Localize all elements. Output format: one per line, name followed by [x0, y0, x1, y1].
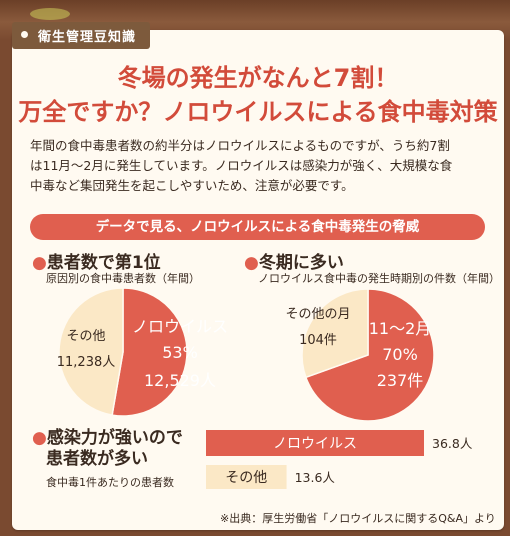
patients-pie-slice-0 — [111, 287, 188, 417]
bullet-dot-icon: ● — [32, 253, 47, 273]
source-note: ※出典：厚生労働省「ノロウイルスに関するQ&A」より — [220, 512, 496, 525]
infectious-bar-1 — [206, 465, 287, 489]
infectious-title-line-1: 感染力が強いので — [46, 428, 183, 448]
patients-slice-label-0-0: ノロウイルス — [132, 317, 228, 336]
intro-line: 年間の食中毒患者数の約半分はノロウイルスによるものですが、うち約7割 — [30, 138, 450, 153]
patients-title-text: 患者数で第1位 — [46, 253, 161, 273]
bullet-dot-icon: ● — [244, 253, 259, 273]
data-banner: データで見る、ノロウイルスによる食中毒発生の脅威 — [30, 214, 485, 240]
infectious-bar-category-0: ノロウイルス — [273, 436, 357, 452]
winter-slice-label-0-0: 11〜2月 — [369, 319, 432, 338]
patients-section-subtitle: 原因別の食中毒患者数（年間） — [46, 272, 200, 285]
infectious-section-subtitle: 食中毒1件あたりの患者数 — [46, 476, 174, 489]
patients-slice-label-0-1: 53% — [162, 343, 198, 362]
winter-title-text: 冬期に多い — [258, 253, 344, 273]
bullet-dot-icon: ● — [32, 428, 47, 448]
winter-section-subtitle: ノロウイルス食中毒の発生時期別の件数（年間） — [258, 272, 500, 285]
intro-line: は11月〜2月に発生しています。ノロウイルスは感染力が強く、大規模な食 — [30, 158, 453, 173]
infectious-title-line-2: 患者数が多い — [46, 449, 148, 469]
patients-slice-label-1-0: その他 — [66, 329, 105, 344]
intro-line: 中毒など集団発生を起こしやすいため、注意が必要です。 — [30, 178, 354, 193]
headline-line-2: 万全ですか？ノロウイルスによる食中毒対策 — [18, 98, 498, 126]
patients-pie-slice-1 — [58, 287, 124, 416]
winter-slice-label-0-1: 70% — [382, 345, 418, 364]
winter-section-title: ●冬期に多い — [244, 248, 344, 273]
winter-slice-label-1-0: その他の月 — [285, 307, 350, 322]
infectious-bar-0 — [206, 430, 424, 456]
winter-pie-slice-0 — [304, 288, 435, 422]
infectious-bar-category-1: その他 — [225, 470, 267, 486]
winter-pie-slice-1 — [301, 288, 369, 379]
winter-slice-label-1-1: 104件 — [299, 333, 337, 348]
infectious-bar-value-0: 36.8人 — [432, 436, 473, 451]
infectious-section-title: ●感染力が強いので 患者数が多い — [32, 428, 183, 470]
patients-section-title: ●患者数で第1位 — [32, 248, 161, 273]
winter-slice-label-0-2: 237件 — [377, 371, 424, 390]
headline-line-1: 冬場の発生がなんと7割！ — [117, 64, 399, 92]
infectious-bar-value-1: 13.6人 — [295, 470, 336, 485]
category-tag: 衛生管理豆知識 — [12, 22, 151, 49]
patients-slice-label-0-2: 12,529人 — [144, 371, 216, 390]
patients-slice-label-1-1: 11,238人 — [57, 355, 116, 370]
intro-text: 年間の食中毒患者数の約半分はノロウイルスによるものですが、うち約7割 は11月〜… — [30, 136, 485, 196]
